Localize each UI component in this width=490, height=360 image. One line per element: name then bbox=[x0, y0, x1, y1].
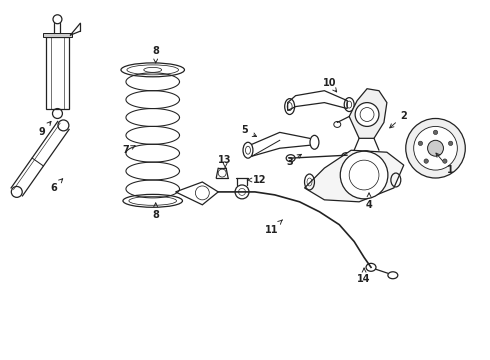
Text: 8: 8 bbox=[152, 46, 159, 63]
Text: 8: 8 bbox=[152, 203, 159, 220]
Text: 14: 14 bbox=[357, 268, 371, 284]
Bar bbox=[46, 37, 70, 109]
Text: 3: 3 bbox=[286, 154, 301, 167]
Text: 13: 13 bbox=[219, 155, 232, 168]
Polygon shape bbox=[349, 89, 387, 138]
Circle shape bbox=[428, 140, 443, 156]
Circle shape bbox=[424, 159, 428, 163]
Circle shape bbox=[448, 141, 453, 145]
Text: 9: 9 bbox=[38, 121, 51, 138]
Text: 4: 4 bbox=[366, 193, 372, 210]
Text: 11: 11 bbox=[265, 220, 282, 235]
Ellipse shape bbox=[123, 194, 182, 207]
Circle shape bbox=[442, 159, 447, 163]
Bar bbox=[43, 33, 73, 37]
Circle shape bbox=[418, 141, 422, 145]
Ellipse shape bbox=[121, 63, 184, 77]
Text: 2: 2 bbox=[390, 111, 407, 128]
Text: 6: 6 bbox=[50, 179, 63, 193]
Circle shape bbox=[355, 103, 379, 126]
Text: 1: 1 bbox=[436, 153, 454, 175]
Text: 12: 12 bbox=[247, 175, 267, 185]
Circle shape bbox=[406, 118, 466, 178]
Text: 5: 5 bbox=[242, 125, 257, 136]
Text: 10: 10 bbox=[322, 78, 337, 92]
Circle shape bbox=[414, 126, 457, 170]
Text: 7: 7 bbox=[122, 145, 135, 155]
Circle shape bbox=[433, 130, 438, 135]
Circle shape bbox=[340, 151, 388, 199]
Polygon shape bbox=[305, 150, 404, 202]
